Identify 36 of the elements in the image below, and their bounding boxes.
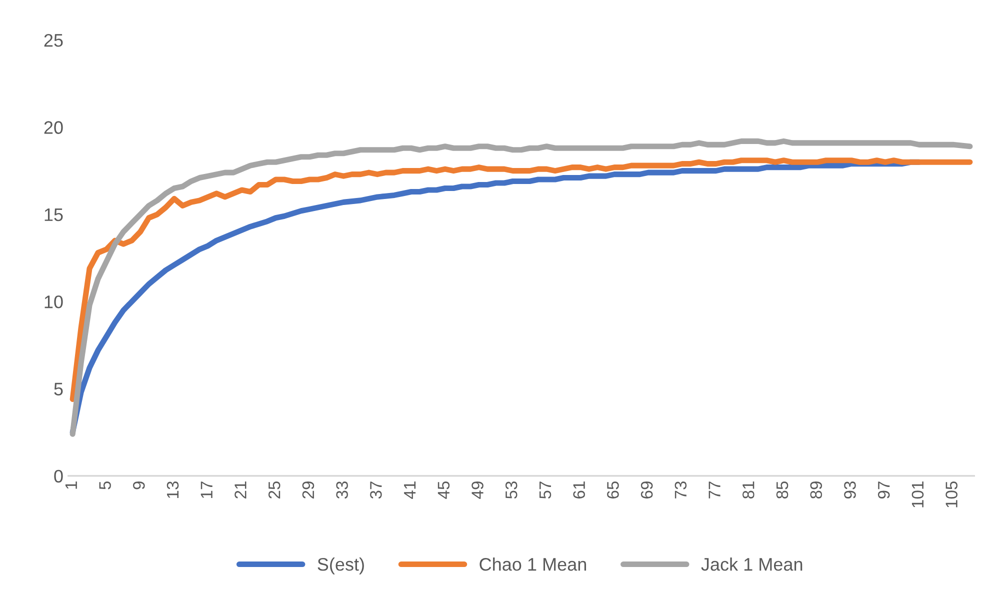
y-tick-label: 25 [44, 34, 63, 47]
y-tick-label: 5 [54, 382, 63, 396]
x-tick-label: 21 [234, 482, 246, 498]
legend-label: Jack 1 Mean [701, 558, 802, 571]
y-tick-label: 20 [44, 121, 63, 134]
x-tick-label: 57 [540, 482, 552, 499]
x-tick-label: 45 [438, 481, 450, 499]
x-tick-label: 77 [708, 482, 720, 498]
x-tick-label: 41 [404, 482, 416, 499]
x-tick-label: 29 [302, 482, 314, 498]
x-tick-label: 105 [946, 481, 958, 508]
x-tick-label: 81 [742, 482, 754, 499]
x-tick-label: 73 [674, 481, 687, 498]
y-tick-label: 15 [44, 208, 63, 222]
x-tick-label: 17 [200, 482, 212, 498]
x-tick-label: 33 [336, 481, 348, 499]
x-tick-label: 69 [640, 482, 653, 498]
x-tick-label: 85 [776, 481, 788, 499]
x-tick-label: 9 [133, 482, 145, 490]
x-tick-label: 65 [607, 481, 619, 498]
y-tick-label: 0 [54, 470, 63, 483]
x-tick-label: 97 [878, 482, 890, 499]
legend-label: S(est) [318, 558, 364, 574]
x-tick-label: 25 [268, 481, 280, 498]
x-tick-label: 93 [844, 481, 856, 499]
legend-label: Chao 1 Mean [480, 558, 586, 571]
x-tick-label: 61 [573, 482, 585, 498]
y-tick-label: 10 [44, 295, 63, 308]
x-tick-label: 53 [505, 481, 518, 499]
x-tick-label: 49 [472, 482, 484, 499]
x-tick-label: 5 [99, 481, 111, 490]
x-tick-label: 1 [65, 482, 77, 489]
x-tick-label: 13 [166, 481, 179, 498]
x-tick-label: 89 [810, 482, 822, 499]
x-tick-label: 37 [370, 482, 382, 499]
x-tick-label: 101 [912, 482, 924, 508]
